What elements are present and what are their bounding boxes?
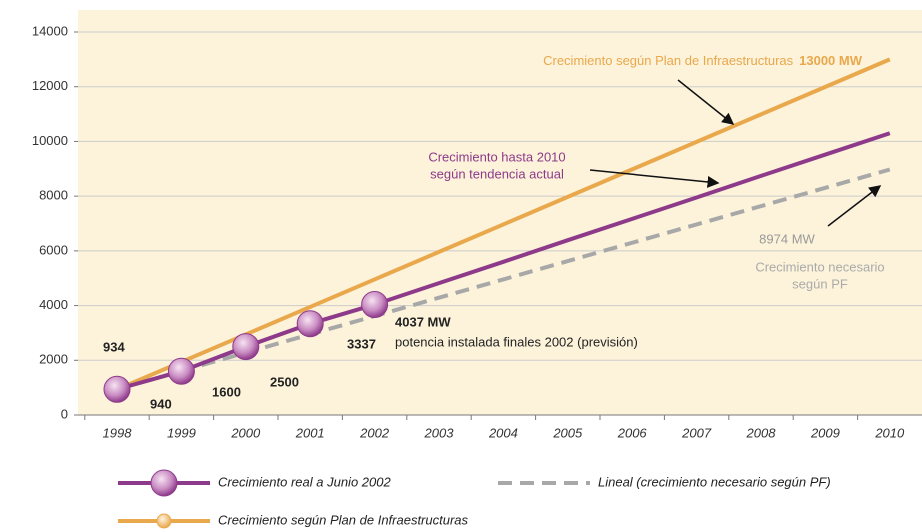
y-tick-label: 0 [61, 406, 68, 421]
y-tick-label: 10000 [32, 133, 68, 148]
x-tick-label: 2006 [617, 425, 648, 440]
annotation: Crecimiento hasta 2010 [428, 149, 565, 164]
y-tick-label: 12000 [32, 78, 68, 93]
y-tick-label: 14000 [32, 23, 68, 38]
x-tick-label: 2010 [874, 425, 905, 440]
x-tick-label: 2007 [681, 425, 712, 440]
x-tick-label: 2002 [359, 425, 390, 440]
annotation-text: Crecimiento según Plan de Infraestructur… [543, 53, 794, 68]
x-tick-label: 2009 [810, 425, 840, 440]
x-tick-label: 1998 [103, 425, 133, 440]
data-label: 1600 [212, 384, 241, 399]
y-tick-label: 6000 [39, 242, 68, 257]
legend-marker [156, 513, 172, 529]
x-tick-label: 2001 [295, 425, 325, 440]
data-label: 940 [150, 396, 172, 411]
y-tick-label: 2000 [39, 352, 68, 367]
marker [361, 291, 389, 319]
line [373, 131, 891, 307]
x-tick-label: 2008 [746, 425, 777, 440]
data-label: 3337 [347, 336, 376, 351]
annotation-value: 13000 MW [799, 53, 863, 68]
arrow [677, 79, 735, 125]
annotation: según PF [792, 276, 848, 291]
legend-marker [150, 469, 178, 497]
x-tick-label: 1999 [167, 425, 196, 440]
legend-label: Lineal (crecimiento necesario según PF) [598, 474, 831, 489]
annotation: 8974 MW [759, 231, 815, 246]
data-label: 4037 MW [395, 314, 451, 329]
data-label: potencia instalada finales 2002 (previsi… [395, 334, 638, 349]
x-tick-label: 2000 [230, 425, 261, 440]
arrow [589, 169, 720, 188]
annotation: según tendencia actual [430, 166, 564, 181]
data-label: 2500 [270, 374, 299, 389]
x-tick-label: 2003 [424, 425, 455, 440]
plot-background [78, 10, 922, 415]
y-tick-label: 4000 [39, 297, 68, 312]
x-tick-label: 2004 [488, 425, 518, 440]
data-label: 934 [103, 339, 125, 354]
arrow [827, 185, 882, 227]
marker [232, 333, 260, 361]
annotation: Crecimiento según Plan de Infraestructur… [543, 53, 863, 68]
marker [296, 310, 324, 338]
y-tick-label: 8000 [39, 188, 68, 203]
legend-label: Crecimiento según Plan de Infraestructur… [218, 512, 469, 527]
annotation: Crecimiento necesario [755, 259, 884, 274]
marker [103, 375, 131, 403]
legend-label: Crecimiento real a Junio 2002 [218, 474, 391, 489]
x-tick-label: 2005 [552, 425, 583, 440]
marker [167, 357, 195, 385]
